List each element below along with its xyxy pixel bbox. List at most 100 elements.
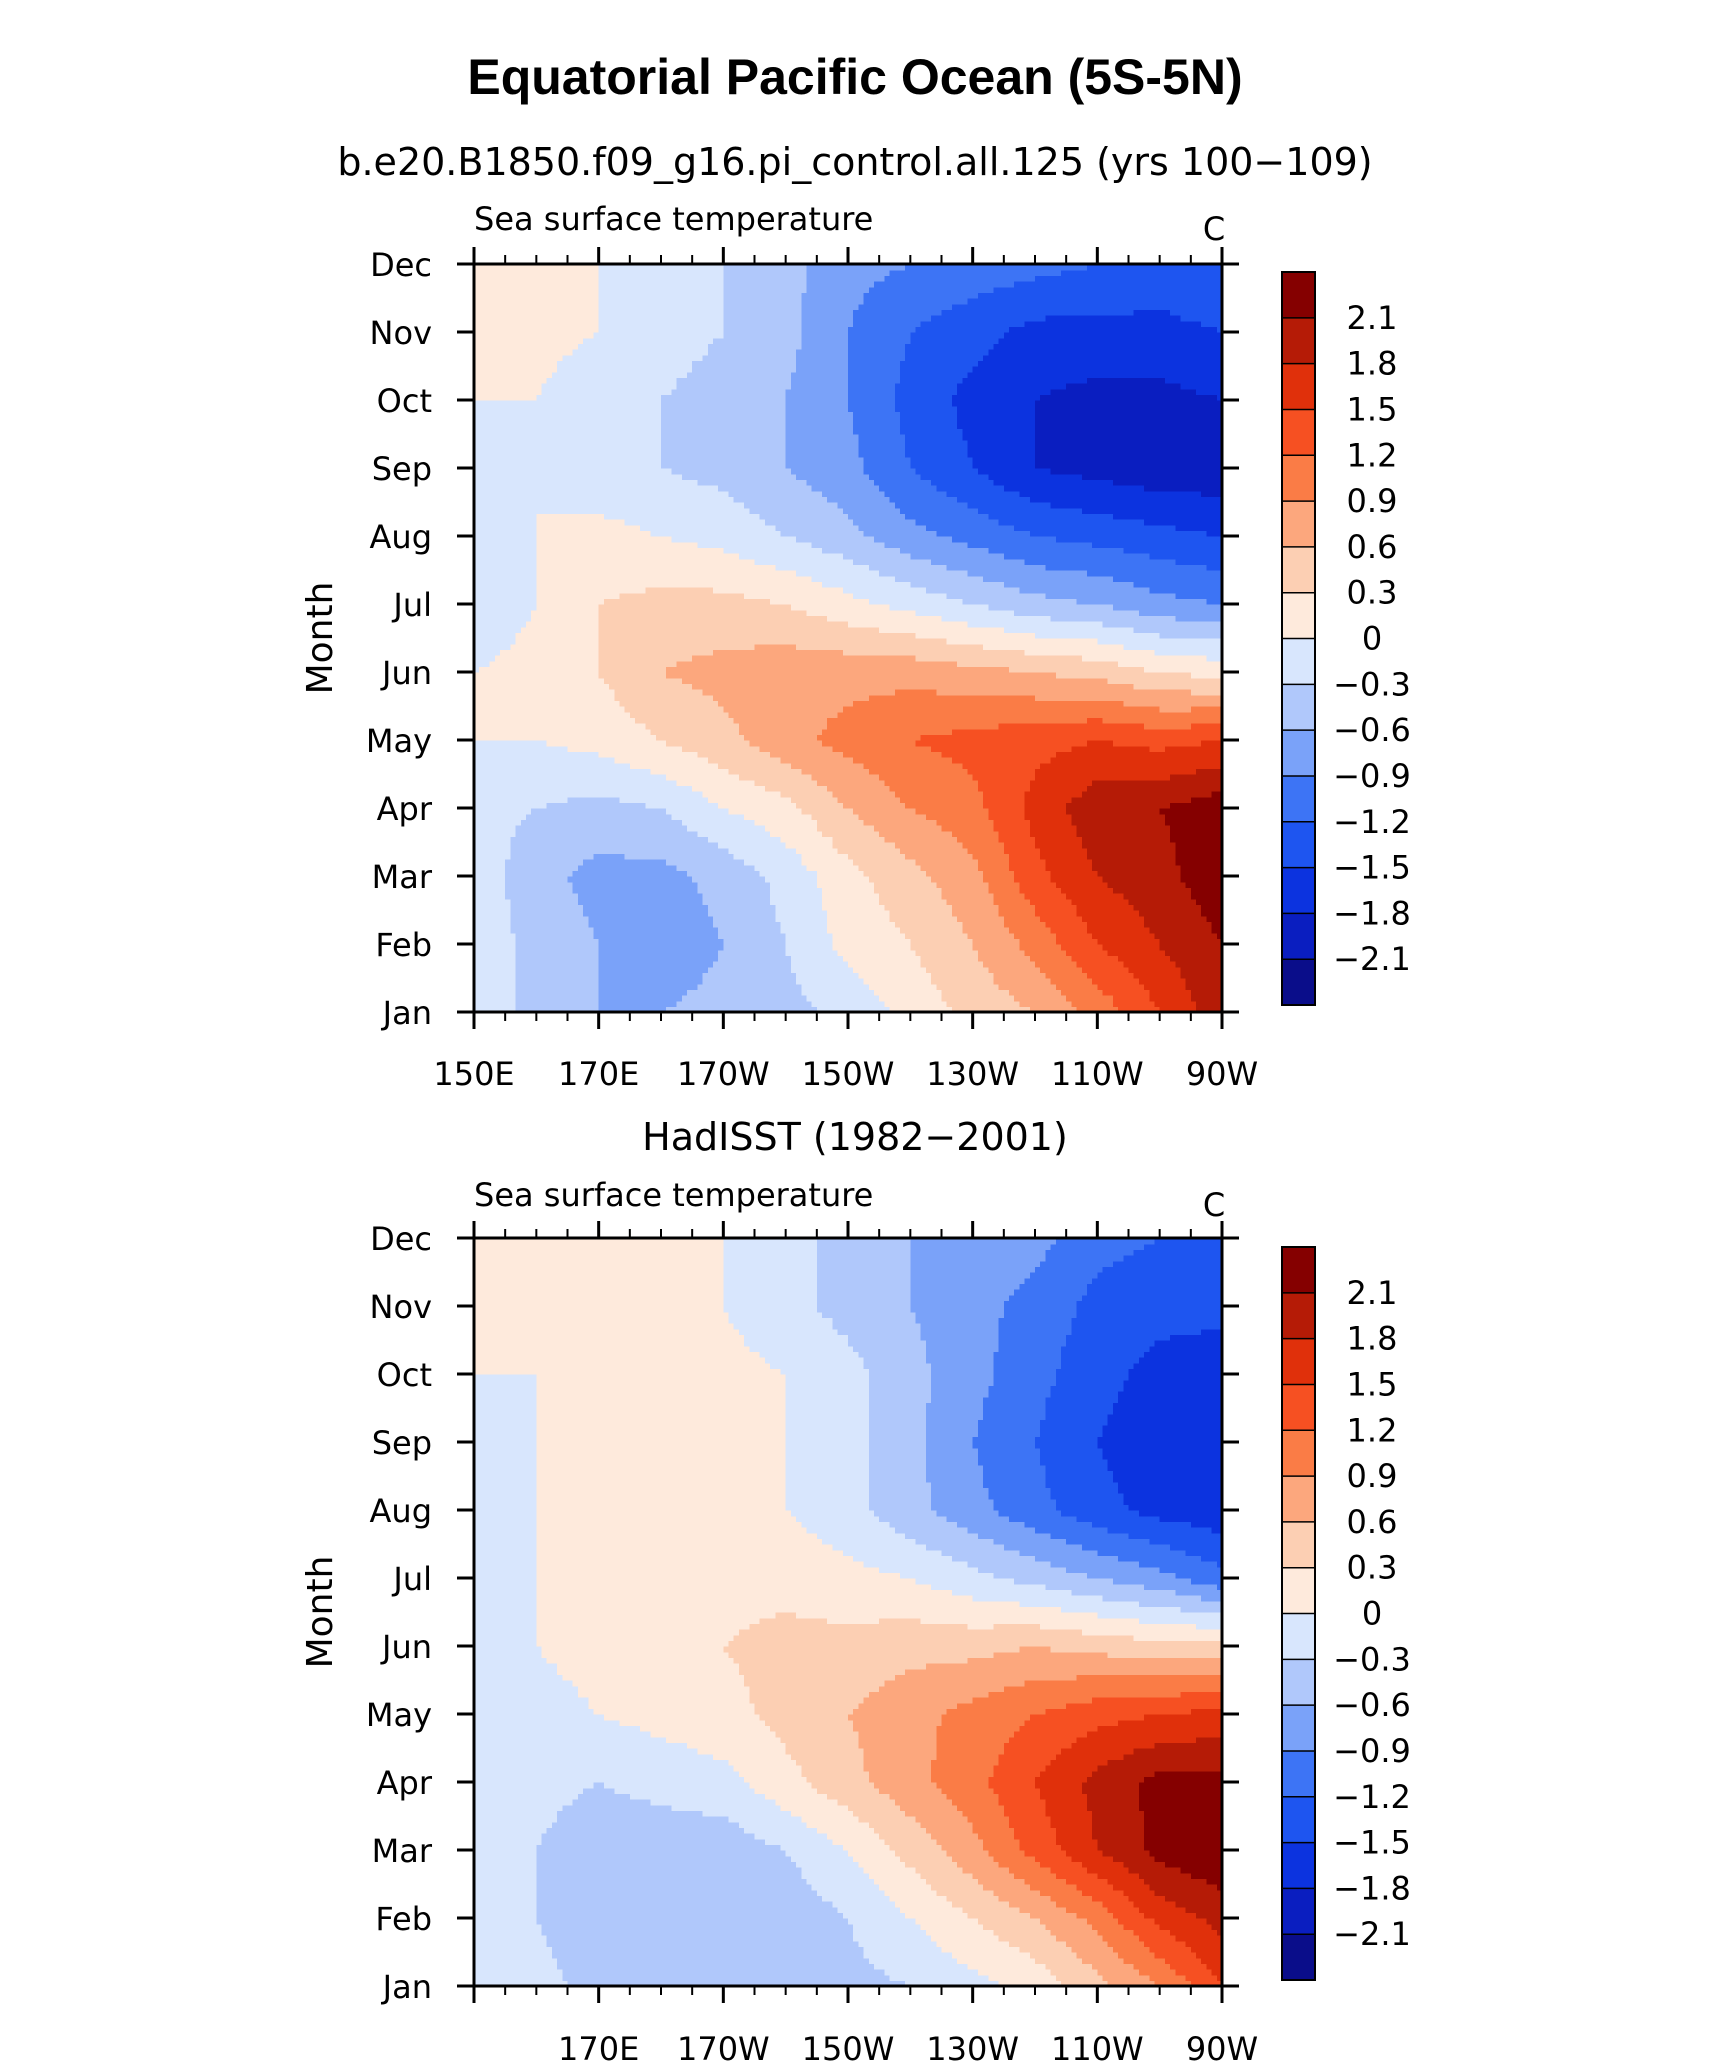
sst-cell: [952, 887, 958, 893]
sst-cell: [931, 836, 937, 842]
sst-cell: [1186, 938, 1192, 944]
sst-cell: [801, 842, 807, 848]
sst-cell: [1035, 950, 1041, 956]
sst-cell: [1045, 910, 1051, 916]
sst-cell: [495, 882, 501, 888]
sst-cell: [1212, 950, 1218, 956]
sst-cell: [843, 842, 849, 848]
sst-cell: [1149, 944, 1155, 950]
sst-cell: [926, 933, 932, 939]
sst-cell: [884, 921, 890, 927]
sst-cell: [505, 825, 511, 831]
sst-cell: [947, 904, 953, 910]
sst-cell: [952, 853, 958, 859]
sst-cell: [1077, 967, 1083, 973]
sst-cell: [1175, 848, 1181, 854]
sst-cell: [568, 899, 574, 905]
sst-cell: [1035, 853, 1041, 859]
sst-cell: [780, 984, 786, 990]
sst-cell: [910, 870, 916, 876]
sst-cell: [1186, 921, 1192, 927]
sst-cell: [479, 882, 485, 888]
sst-cell: [1030, 995, 1036, 1001]
sst-cell: [988, 967, 994, 973]
sst-cell: [1160, 819, 1166, 825]
sst-cell: [832, 938, 838, 944]
sst-cell: [677, 955, 683, 961]
sst-cell: [588, 961, 594, 967]
sst-cell: [843, 921, 849, 927]
sst-cell: [1071, 853, 1077, 859]
sst-cell: [593, 972, 599, 978]
sst-cell: [1165, 950, 1171, 956]
sst-cell: [1087, 842, 1093, 848]
sst-cell: [760, 910, 766, 916]
sst-cell: [993, 893, 999, 899]
sst-cell: [1144, 831, 1150, 837]
sst-cell: [812, 899, 818, 905]
sst-cell: [692, 978, 698, 984]
sst-cell: [1035, 893, 1041, 899]
sst-cell: [1123, 916, 1129, 922]
sst-cell: [526, 944, 532, 950]
sst-cell: [697, 910, 703, 916]
sst-cell: [1014, 859, 1020, 865]
sst-cell: [1165, 978, 1171, 984]
sst-cell: [1066, 921, 1072, 927]
sst-cell: [734, 831, 740, 837]
sst-cell: [1025, 859, 1031, 865]
sst-cell: [879, 967, 885, 973]
sst-cell: [806, 836, 812, 842]
sst-cell: [484, 865, 490, 871]
sst-cell: [973, 955, 979, 961]
sst-cell: [703, 859, 709, 865]
sst-cell: [1191, 876, 1197, 882]
sst-cell: [484, 989, 490, 995]
sst-cell: [692, 972, 698, 978]
sst-cell: [490, 819, 496, 825]
sst-cell: [500, 887, 506, 893]
sst-cell: [827, 887, 833, 893]
sst-cell: [1077, 904, 1083, 910]
sst-cell: [1009, 865, 1015, 871]
sst-cell: [1113, 938, 1119, 944]
sst-cell: [988, 904, 994, 910]
sst-cell: [1160, 842, 1166, 848]
sst-cell: [578, 814, 584, 820]
sst-cell: [838, 836, 844, 842]
sst-cell: [682, 995, 688, 1001]
sst-cell: [495, 893, 501, 899]
sst-cell: [1139, 853, 1145, 859]
sst-cell: [703, 933, 709, 939]
sst-cell: [1040, 944, 1046, 950]
sst-cell: [557, 882, 563, 888]
sst-cell: [931, 876, 937, 882]
sst-cell: [749, 831, 755, 837]
sst-cell: [967, 876, 973, 882]
sst-cell: [1180, 967, 1186, 973]
sst-cell: [900, 989, 906, 995]
sst-cell: [739, 831, 745, 837]
sst-cell: [791, 967, 797, 973]
sst-cell: [1087, 972, 1093, 978]
sst-cell: [1045, 927, 1051, 933]
sst-cell: [1097, 950, 1103, 956]
sst-cell: [838, 984, 844, 990]
sst-cell: [713, 910, 719, 916]
sst-cell: [1154, 984, 1160, 990]
sst-cell: [843, 848, 849, 854]
sst-cell: [1097, 995, 1103, 1001]
sst-cell: [516, 921, 522, 927]
sst-cell: [780, 916, 786, 922]
sst-cell: [677, 984, 683, 990]
sst-cell: [1196, 950, 1202, 956]
sst-cell: [910, 842, 916, 848]
sst-cell: [1201, 933, 1207, 939]
sst-cell: [1180, 853, 1186, 859]
sst-cell: [1170, 978, 1176, 984]
sst-cell: [1129, 967, 1135, 973]
sst-cell: [827, 814, 833, 820]
sst-cell: [874, 876, 880, 882]
sst-cell: [1019, 950, 1025, 956]
sst-cell: [916, 950, 922, 956]
